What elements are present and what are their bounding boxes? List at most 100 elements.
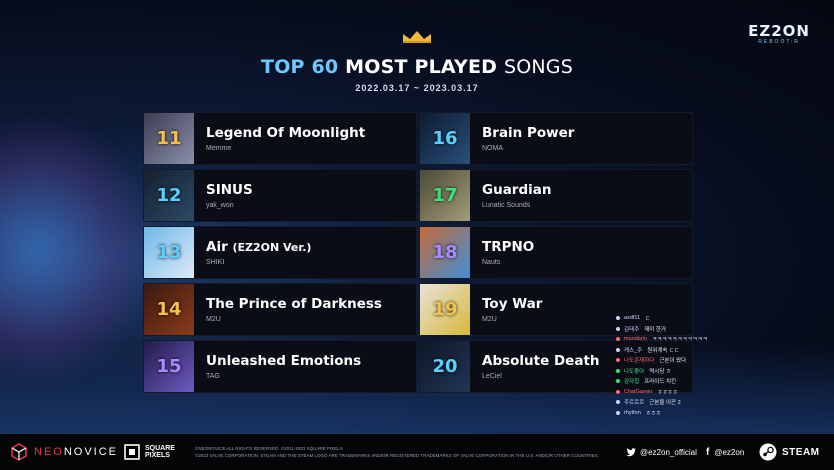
facebook-icon: f xyxy=(706,446,710,458)
chat-text: ㅎㅎㅎ xyxy=(645,410,661,417)
chat-username: rhythm xyxy=(624,409,641,416)
song-card-14[interactable]: 14 The Prince of Darkness M2U xyxy=(143,283,417,336)
song-title: TRPNO xyxy=(482,239,534,255)
album-art xyxy=(420,227,470,278)
user-dot-icon xyxy=(616,379,620,384)
song-title: Guardian xyxy=(482,182,551,198)
song-artist: M2U xyxy=(206,316,221,323)
chat-text: 재미 한거 xyxy=(644,326,666,333)
chat-username: 주르르르 xyxy=(624,400,645,407)
chat-text: 역시당 ㅎ xyxy=(649,368,672,375)
song-card-20[interactable]: 20 Absolute Death LeCiel xyxy=(419,340,693,393)
pixels-text: PIXELS xyxy=(145,452,170,459)
album-art xyxy=(144,113,194,164)
chat-message: 나도존재하다 근본이 왔다 xyxy=(616,355,720,366)
song-title-suffix: (EZ2ON Ver.) xyxy=(232,241,312,254)
album-art xyxy=(420,113,470,164)
song-card-16[interactable]: 16 Brain Power NOMA xyxy=(419,112,693,165)
song-title: Absolute Death xyxy=(482,353,600,369)
square-text: SQUARE xyxy=(145,445,175,452)
neonovice-logo: NEO NOVICE xyxy=(10,434,118,470)
song-title: Unleashed Emotions xyxy=(206,353,361,369)
album-art xyxy=(144,284,194,335)
song-artist: Memme xyxy=(206,145,232,152)
song-card-15[interactable]: 15 Unleashed Emotions TAG xyxy=(143,340,417,393)
title-end: SONGS xyxy=(503,56,573,78)
song-title-text: Legend Of Moonlight xyxy=(206,125,366,141)
twitter-link[interactable]: @ez2on_official xyxy=(626,434,697,470)
user-dot-icon xyxy=(616,400,620,405)
chat-username: 나도존재하다 xyxy=(624,358,655,365)
rank-number: 12 xyxy=(156,185,182,206)
footer-bar: NEO NOVICE SQUARE PIXELS ©NEONOVICE ALL RI… xyxy=(0,434,834,470)
song-title-text: Absolute Death xyxy=(482,353,600,369)
user-dot-icon xyxy=(616,368,620,373)
rank-number: 18 xyxy=(432,242,458,263)
rank-number: 11 xyxy=(156,128,182,149)
song-card-19[interactable]: 19 Toy War M2U xyxy=(419,283,693,336)
song-card-17[interactable]: 17 Guardian Lunatic Sounds xyxy=(419,169,693,222)
chat-message: ChatGamer ㅎㅎㅎㅎ xyxy=(616,387,720,398)
chat-username: ChatGamer xyxy=(624,388,653,395)
facebook-link[interactable]: f @ez2on xyxy=(706,434,744,470)
song-title: Brain Power xyxy=(482,125,574,141)
chat-text: ㅋㅋㅋㅋㅋㅋㅋㅋㅋㅋㅋ xyxy=(651,337,708,344)
ez2on-logo: EZ2ON REBOOT:R xyxy=(748,22,810,45)
facebook-handle: @ez2on xyxy=(714,447,745,457)
user-dot-icon xyxy=(616,316,620,321)
rank-number: 13 xyxy=(156,242,182,263)
rank-number: 15 xyxy=(156,356,182,377)
song-artist: M2U xyxy=(482,316,497,323)
song-title-text: Guardian xyxy=(482,182,552,198)
rank-number: 17 xyxy=(432,185,458,206)
neonovice-cube-icon xyxy=(11,443,27,461)
song-title: The Prince of Darkness xyxy=(206,296,382,312)
chat-message: 캐스_주 원위계속 ㄷㄷ xyxy=(616,345,720,356)
chat-message: asdf11 ㄷ xyxy=(616,313,720,324)
rank-number: 19 xyxy=(432,299,458,320)
chat-username: 감자칩 xyxy=(624,379,640,386)
song-card-12[interactable]: 12 SINUS yak_won xyxy=(143,169,417,222)
album-art xyxy=(420,284,470,335)
logo-sub-text: REBOOT:R xyxy=(758,39,800,45)
square-pixels-icon xyxy=(124,444,140,460)
chat-text: ㅎㅎㅎㅎ xyxy=(657,389,678,396)
chat-message: 김태주 재미 한거 xyxy=(616,324,720,335)
song-title-text: SINUS xyxy=(206,182,253,198)
song-artist: SHIKI xyxy=(206,259,225,266)
song-artist: yak_won xyxy=(206,202,234,209)
chat-text: 근본이 왔다 xyxy=(659,358,687,365)
song-title-text: Unleashed Emotions xyxy=(206,353,362,369)
user-dot-icon xyxy=(616,410,620,415)
song-card-18[interactable]: 18 TRPNO Nauts xyxy=(419,226,693,279)
date-range: 2022.03.17 ~ 2023.03.17 xyxy=(355,83,479,93)
album-art xyxy=(420,341,470,392)
stream-chat: asdf11 ㄷ 김태주 재미 한거 mandarin ㅋㅋㅋㅋㅋㅋㅋㅋㅋㅋㅋ 캐스_… xyxy=(616,313,720,418)
song-title: Air (EZ2ON Ver.) xyxy=(206,239,311,255)
steam-logo[interactable]: STEAM xyxy=(759,434,820,470)
song-title-text: Air xyxy=(206,239,228,255)
user-dot-icon xyxy=(616,389,620,394)
rank-number: 14 xyxy=(156,299,182,320)
steam-text: STEAM xyxy=(782,446,820,458)
song-artist: LeCiel xyxy=(482,373,502,380)
song-artist: Lunatic Sounds xyxy=(482,202,531,209)
chat-message: rhythm ㅎㅎㅎ xyxy=(616,408,720,419)
background-bottom-glow xyxy=(0,344,834,434)
album-art xyxy=(420,170,470,221)
song-card-11[interactable]: 11 Legend Of Moonlight Memme xyxy=(143,112,417,165)
chat-message: 주르르르 근본을 이끈 2 xyxy=(616,397,720,408)
song-title-text: TRPNO xyxy=(482,239,535,255)
chat-username: asdf11 xyxy=(624,315,641,322)
album-art xyxy=(144,227,194,278)
twitter-handle: @ez2on_official xyxy=(640,447,697,457)
song-title: SINUS xyxy=(206,182,253,198)
user-dot-icon xyxy=(616,337,620,342)
chat-text: 근본을 이끈 2 xyxy=(649,400,681,407)
crown-icon xyxy=(403,31,431,43)
song-card-13[interactable]: 13 Air (EZ2ON Ver.) SHIKI xyxy=(143,226,417,279)
rank-number: 16 xyxy=(432,128,458,149)
chat-text: ㄷ xyxy=(645,316,651,323)
song-title: Toy War xyxy=(482,296,542,312)
neonovice-text-a: NEO xyxy=(34,446,64,458)
